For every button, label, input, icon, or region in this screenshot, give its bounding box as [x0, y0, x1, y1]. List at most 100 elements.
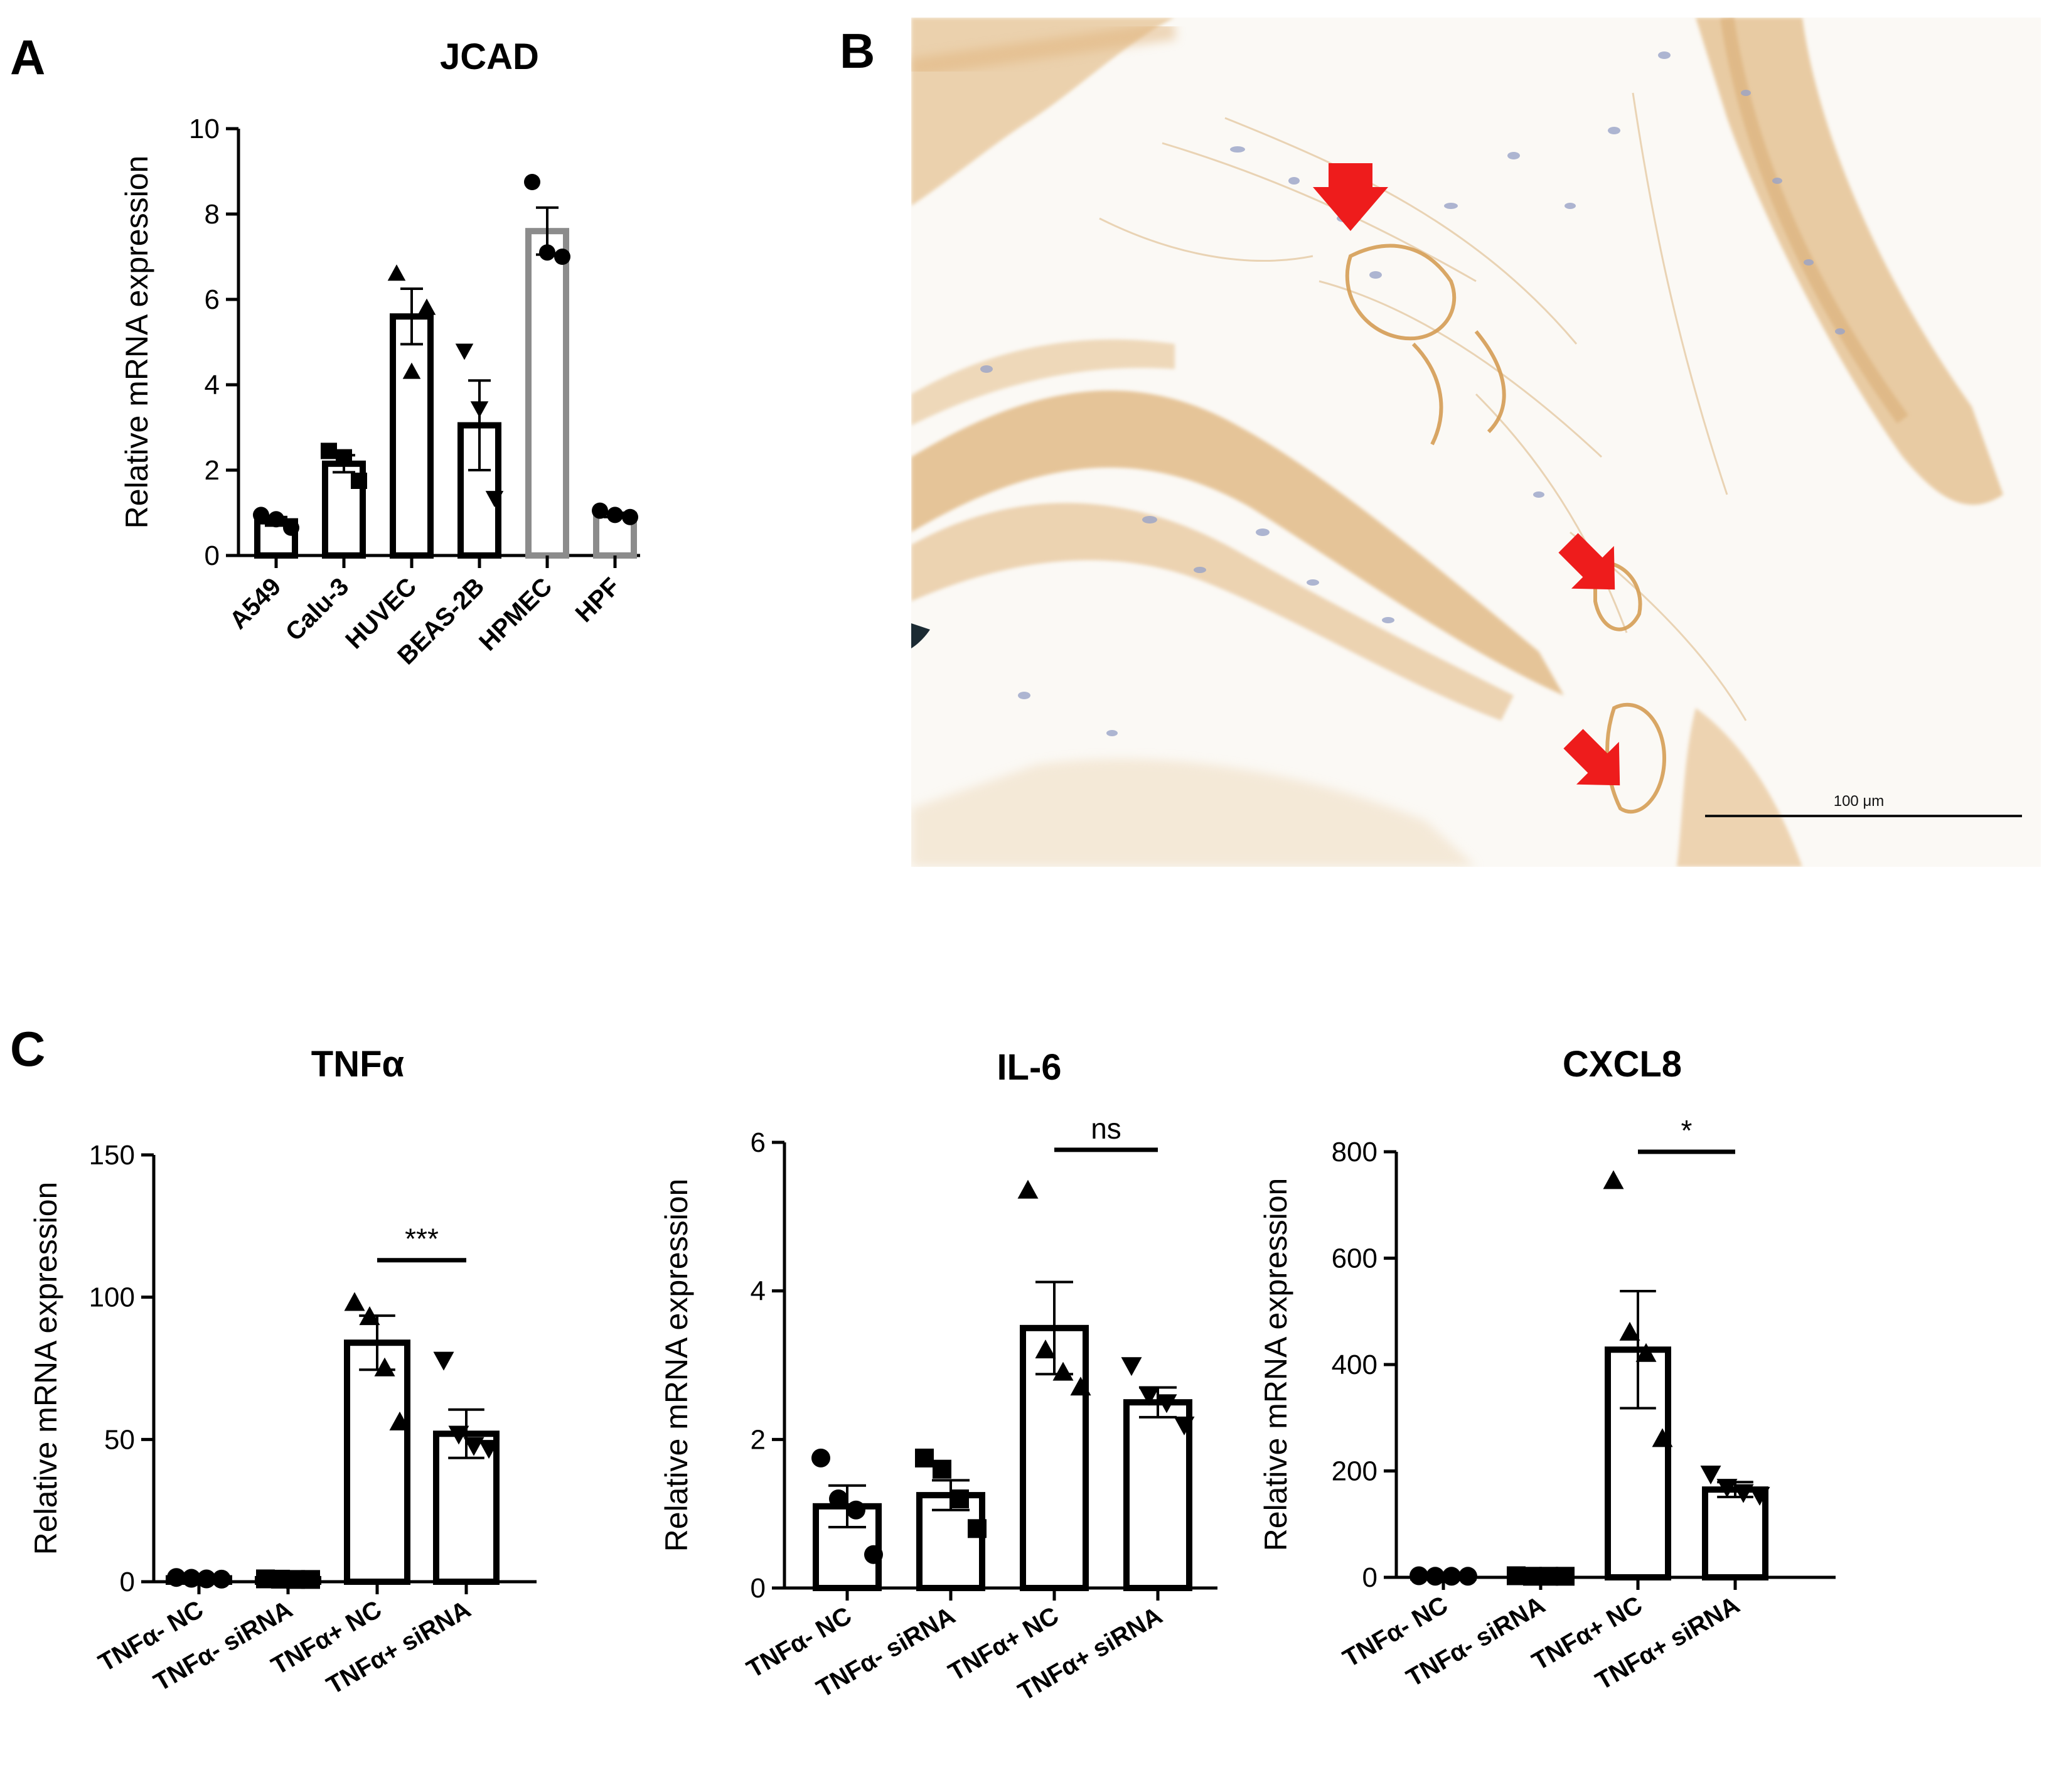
data-point: [1603, 1170, 1624, 1189]
data-point: [1700, 1465, 1721, 1484]
y-tick-label: 2: [751, 1424, 766, 1455]
y-tick-label: 2: [205, 455, 220, 486]
data-point: [847, 1500, 865, 1520]
data-point: [607, 507, 623, 523]
data-point: [1035, 1339, 1056, 1359]
data-point: [448, 1425, 469, 1445]
data-point: [592, 502, 608, 519]
data-point: [1017, 1179, 1039, 1199]
data-point: [433, 1351, 454, 1371]
data-point: [455, 343, 474, 360]
data-point: [253, 507, 269, 523]
panel-letter-a: A: [10, 30, 46, 85]
data-point: [1442, 1567, 1461, 1586]
ihc-micrograph: 100 μm: [911, 18, 2041, 867]
data-point: [212, 1569, 231, 1589]
data-point: [933, 1459, 951, 1479]
x-tick-label: A549: [225, 572, 287, 635]
data-point: [524, 174, 540, 190]
chart-title: IL-6: [997, 1047, 1061, 1088]
y-axis-label: Relative mRNA expression: [659, 1179, 694, 1552]
data-point: [485, 491, 504, 508]
data-point: [463, 1437, 484, 1456]
data-point: [268, 511, 284, 528]
y-tick-label: 800: [1332, 1137, 1377, 1167]
bar: [1123, 1399, 1192, 1591]
data-point: [197, 1569, 216, 1589]
data-point: [336, 449, 352, 466]
muscle-bundle: [911, 390, 1564, 695]
data-point: [283, 519, 299, 536]
arrow-icon: [1313, 163, 1388, 231]
data-point: [417, 298, 436, 315]
bar: [390, 313, 434, 559]
data-point: [167, 1568, 186, 1587]
significance-label: ***: [405, 1223, 439, 1255]
data-point: [470, 401, 489, 418]
y-tick-label: 100: [89, 1282, 135, 1313]
y-tick-label: 6: [205, 284, 220, 315]
data-point: [811, 1448, 830, 1467]
y-tick-label: 0: [205, 540, 220, 571]
data-point: [1052, 1361, 1074, 1381]
data-point: [1619, 1321, 1640, 1341]
chart-title: TNFα: [311, 1044, 405, 1085]
data-point: [1716, 1479, 1738, 1498]
panel-letter-c: C: [10, 1021, 46, 1076]
y-tick-label: 50: [104, 1424, 135, 1455]
data-point: [915, 1448, 934, 1467]
data-point: [950, 1489, 969, 1508]
data-point: [829, 1489, 848, 1508]
data-point: [1539, 1567, 1558, 1586]
data-point: [1749, 1486, 1770, 1506]
data-point: [351, 473, 367, 489]
x-tick-label: HPMEC: [474, 572, 557, 656]
y-tick-label: 0: [1362, 1562, 1377, 1593]
y-tick-label: 200: [1332, 1456, 1377, 1487]
data-point: [1121, 1357, 1142, 1376]
data-point: [1523, 1567, 1542, 1586]
data-point: [359, 1306, 380, 1326]
data-point: [1635, 1343, 1657, 1362]
data-point: [321, 443, 337, 459]
data-point: [182, 1569, 201, 1588]
data-point: [1070, 1376, 1091, 1396]
data-point: [1138, 1387, 1160, 1406]
y-axis-label: Relative mRNA expression: [28, 1182, 63, 1555]
scale-bar-label: 100 μm: [1834, 793, 1885, 810]
y-tick-label: 0: [120, 1567, 135, 1597]
y-tick-label: 6: [751, 1127, 766, 1158]
data-point: [1426, 1567, 1445, 1586]
data-point: [554, 249, 570, 265]
arrow-icon: [1563, 729, 1620, 786]
data-point: [1409, 1566, 1428, 1585]
arrow-icon: [1558, 533, 1615, 590]
epithelium-band: [1696, 18, 2003, 505]
data-point: [968, 1519, 987, 1538]
chart-cxcl8: CXCL8 Relative mRNA expression 0 200 400 600 8…: [1261, 1044, 1836, 1695]
panel-letter-b: B: [840, 23, 875, 78]
y-tick-label: 150: [89, 1140, 135, 1171]
y-axis-label: Relative mRNA expression: [1261, 1178, 1293, 1552]
chart-title: JCAD: [440, 36, 539, 77]
data-point: [344, 1292, 365, 1311]
data-point: [1652, 1428, 1673, 1447]
data-point: [1174, 1416, 1195, 1435]
y-axis-label: Relative mRNA expression: [119, 156, 154, 529]
bar: [344, 1339, 410, 1585]
chart-title: CXCL8: [1563, 1044, 1682, 1085]
data-point: [864, 1545, 883, 1564]
x-tick-label: HPF: [570, 572, 626, 628]
data-point: [478, 1440, 500, 1459]
data-point: [622, 508, 638, 525]
y-tick-label: 4: [205, 370, 220, 400]
data-point: [301, 1570, 320, 1589]
data-point: [387, 264, 406, 281]
data-point: [539, 244, 555, 261]
y-tick-label: 4: [751, 1276, 766, 1307]
y-tick-label: 400: [1332, 1349, 1377, 1380]
data-point: [1458, 1567, 1477, 1586]
